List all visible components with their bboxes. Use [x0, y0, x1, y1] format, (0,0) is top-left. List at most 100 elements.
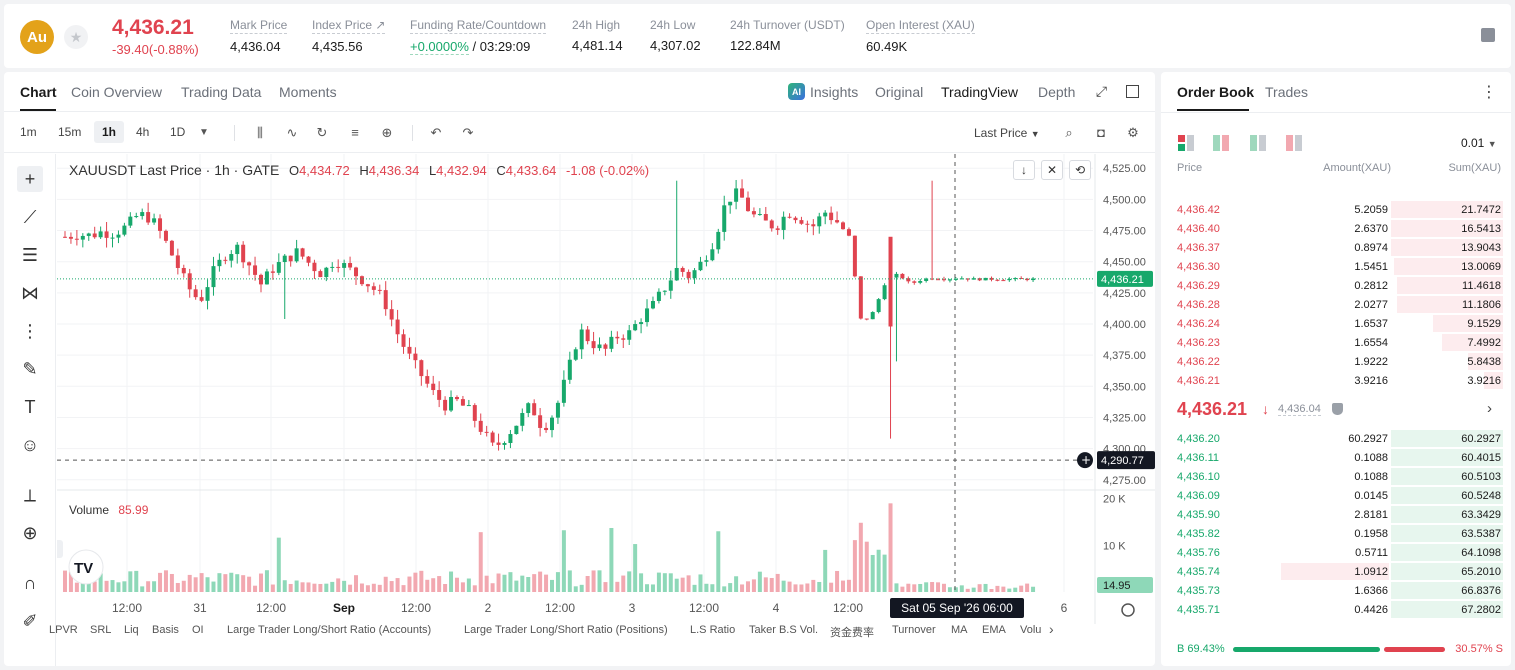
tab-chart[interactable]: Chart [20, 84, 57, 100]
indicator-tab[interactable]: SRL [90, 624, 112, 636]
indicator-tab[interactable]: Taker B.S Vol. [749, 624, 819, 636]
ask-row[interactable]: 4,436.21 3.9216 3.9216 [1161, 371, 1511, 390]
ask-row[interactable]: 4,436.24 1.6537 9.1529 [1161, 314, 1511, 333]
stat-open-interest[interactable]: Open Interest (XAU) 60.49K [866, 18, 975, 54]
window-icon[interactable] [1126, 85, 1139, 98]
scroll-down-icon[interactable]: ↓ [1013, 160, 1035, 180]
view-depth[interactable]: Depth [1038, 84, 1076, 100]
stat-funding-rate[interactable]: Funding Rate/Countdown +0.0000% / 03:29:… [410, 18, 547, 55]
indicator-tab[interactable]: EMA [982, 624, 1006, 636]
candle-body [787, 216, 792, 218]
timeframe-dropdown-icon[interactable]: ▼ [199, 127, 209, 138]
favorite-star-icon[interactable]: ★ [64, 25, 88, 49]
indicator-tab[interactable]: MA [951, 624, 968, 636]
volume-bar [460, 582, 465, 592]
stat-mark-price[interactable]: Mark Price 4,436.04 [230, 18, 288, 54]
indicators-icon[interactable]: ∿ [286, 125, 298, 140]
candle-body [639, 322, 644, 325]
ask-row[interactable]: 4,436.29 0.2812 11.4618 [1161, 276, 1511, 295]
indicator-tab[interactable]: Basis [152, 624, 179, 636]
indicator-tab[interactable]: Turnover [892, 624, 936, 636]
tab-moments[interactable]: Moments [279, 84, 337, 100]
ask-row[interactable]: 4,436.30 1.5451 13.0069 [1161, 257, 1511, 276]
indicator-tab[interactable]: 资金费率 [830, 627, 874, 639]
ask-row[interactable]: 4,436.23 1.6554 7.4992 [1161, 333, 1511, 352]
pencil-lock-tool-icon[interactable]: ✐ [22, 611, 38, 631]
timeframe-1m[interactable]: 1m [20, 125, 37, 139]
more-options-icon[interactable]: ⋮ [1481, 84, 1497, 101]
bid-row[interactable]: 4,435.74 1.0912 65.2010 [1161, 562, 1511, 581]
view-bids-icon[interactable] [1250, 135, 1268, 151]
pattern-tool-icon[interactable]: ⋈ [21, 283, 39, 303]
row-sum: 21.7472 [1461, 204, 1501, 216]
zoom-tool-icon[interactable]: ⊕ [22, 523, 38, 543]
tab-order-book[interactable]: Order Book [1177, 84, 1255, 100]
candle-body [597, 344, 602, 349]
ask-row[interactable]: 4,436.28 2.0277 11.1806 [1161, 295, 1511, 314]
timeframe-15m[interactable]: 15m [58, 125, 82, 139]
indicator-tab[interactable]: Volu [1020, 624, 1042, 636]
refresh-icon[interactable]: ↻ [316, 125, 328, 140]
tab-trades[interactable]: Trades [1265, 84, 1309, 100]
undo-icon[interactable]: ↶ [430, 125, 442, 140]
chart-area[interactable]: 4,525.00 4,500.00 4,475.00 4,450.00 4,425.00… [53, 154, 1155, 666]
stat-index-price[interactable]: Index Price ↗ 4,435.56 [312, 18, 386, 54]
expand-icon[interactable]: ⤢ [1095, 83, 1108, 99]
ruler-tool-icon[interactable]: ⟂ [23, 485, 36, 505]
bid-row[interactable]: 4,435.71 0.4426 67.2802 [1161, 600, 1511, 619]
bid-row[interactable]: 4,435.76 0.5711 64.1098 [1161, 543, 1511, 562]
timeframe-4h[interactable]: 4h [136, 125, 150, 139]
bid-row[interactable]: 4,436.11 0.1088 60.4015 [1161, 448, 1511, 467]
collapse-icon[interactable]: ✕ [1041, 160, 1063, 180]
timeframe-1h[interactable]: 1h [94, 121, 125, 143]
ask-row[interactable]: 4,436.40 2.6370 16.5413 [1161, 219, 1511, 238]
magnet-tool-icon[interactable]: ∩ [23, 573, 37, 593]
ask-row[interactable]: 4,436.22 1.9222 5.8438 [1161, 352, 1511, 371]
bid-row[interactable]: 4,435.90 2.8181 63.3429 [1161, 505, 1511, 524]
indicator-tab[interactable]: Large Trader Long/Short Ratio (Accounts) [227, 624, 432, 636]
candle-type-icon[interactable]: ⫼ [257, 125, 263, 140]
templates-icon[interactable]: ≡ [351, 125, 359, 140]
emoji-tool-icon[interactable]: ☺ [20, 435, 40, 455]
indicator-tab[interactable]: Liq [124, 624, 139, 636]
trendline-tool-icon[interactable]: ⟋ [23, 207, 37, 227]
bid-row[interactable]: 4,436.20 60.2927 60.2927 [1161, 429, 1511, 448]
bid-row[interactable]: 4,435.73 1.6366 66.8376 [1161, 581, 1511, 600]
add-indicator-icon[interactable]: ⊕ [381, 125, 393, 140]
price-type-select[interactable]: Last Price ▼ [974, 126, 1040, 140]
horizontal-lines-tool-icon[interactable]: ☰ [21, 245, 39, 265]
indicator-tab[interactable]: Large Trader Long/Short Ratio (Positions… [464, 624, 668, 636]
row-amount: 60.2927 [1348, 433, 1388, 445]
bid-row[interactable]: 4,436.10 0.1088 60.5103 [1161, 467, 1511, 486]
chevron-right-icon[interactable]: › [1487, 400, 1492, 417]
tab-coin-overview[interactable]: Coin Overview [71, 84, 163, 100]
book-icon[interactable] [1481, 28, 1495, 42]
view-tradingview[interactable]: TradingView [941, 84, 1019, 100]
ask-row[interactable]: 4,436.37 0.8974 13.9043 [1161, 238, 1511, 257]
view-insights[interactable]: Insights [810, 84, 859, 100]
indicator-tab[interactable]: L.S Ratio [690, 624, 736, 636]
tab-trading-data[interactable]: Trading Data [181, 84, 262, 100]
ask-row[interactable]: 4,436.42 5.2059 21.7472 [1161, 200, 1511, 219]
view-asks-icon[interactable] [1286, 135, 1304, 151]
crosshair-tool-icon[interactable]: + [17, 166, 43, 192]
redo-icon[interactable]: ↷ [462, 125, 474, 140]
view-both-split-icon[interactable] [1213, 135, 1231, 151]
precision-select[interactable]: 0.01 ▼ [1461, 136, 1497, 150]
indicator-tab[interactable]: OI [192, 624, 204, 636]
timeframe-1d[interactable]: 1D [170, 125, 186, 139]
candlestick-chart[interactable]: 4,525.00 4,500.00 4,475.00 4,450.00 4,425.00… [53, 154, 1155, 624]
chevron-right-icon[interactable]: › [1049, 621, 1054, 637]
text-tool-icon[interactable]: T [24, 397, 36, 417]
reset-view-icon[interactable]: ⟲ [1069, 160, 1091, 180]
settings-gear-icon[interactable]: ⚙ [1127, 125, 1139, 140]
view-both-icon[interactable] [1178, 135, 1196, 151]
search-icon[interactable]: ⌕ [1065, 125, 1073, 140]
indicator-tab[interactable]: LPVR [49, 624, 78, 636]
view-original[interactable]: Original [875, 84, 924, 100]
bid-row[interactable]: 4,435.82 0.1958 63.5387 [1161, 524, 1511, 543]
bid-row[interactable]: 4,436.09 0.0145 60.5248 [1161, 486, 1511, 505]
camera-icon[interactable]: ◘ [1097, 125, 1105, 140]
fib-tool-icon[interactable]: ⋮ [21, 321, 39, 341]
brush-tool-icon[interactable]: ✎ [22, 359, 38, 379]
